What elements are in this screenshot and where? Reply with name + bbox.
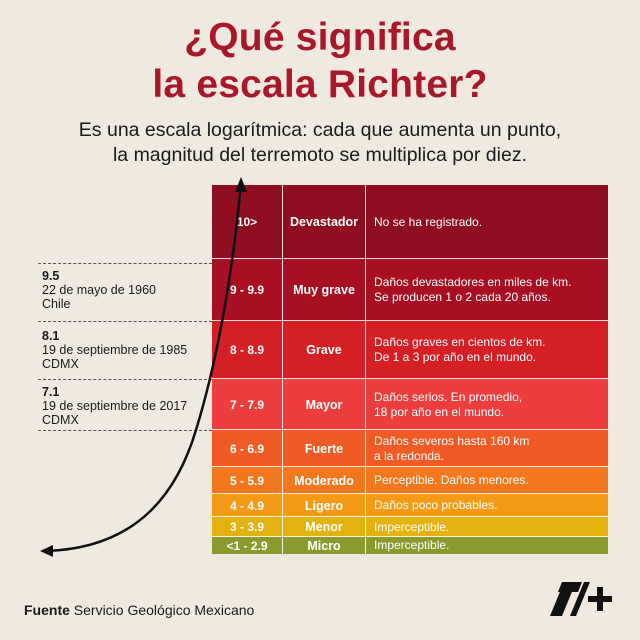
description-line-1: No se ha registrado.: [374, 214, 483, 229]
source-footer: Fuente Servicio Geológico Mexicano: [24, 602, 254, 618]
range-label: <1 - 2.9: [226, 538, 268, 553]
description: Daños devastadores en miles de km. Se pro…: [365, 259, 608, 321]
title-line-1: ¿Qué significa: [184, 16, 456, 59]
subtitle-line-2: la magnitud del terremoto se multiplica …: [112, 144, 528, 166]
range-label: 7 - 7.9: [229, 397, 265, 412]
category-label: Menor: [282, 517, 365, 537]
annotation-date: 19 de septiembre de 1985: [42, 343, 188, 357]
description-line-2: Se producen 1 o 2 cada 20 años.: [374, 290, 551, 304]
scale-row-muy-grave: 9 - 9.9 Muy grave Daños devastadores en …: [212, 259, 608, 321]
description-line-1: Daños devastadores en miles de km.: [374, 275, 572, 289]
range-label: 6 - 6.9: [229, 441, 265, 456]
description: No se ha registrado.: [365, 185, 608, 259]
annotation-date: 19 de septiembre de 2017: [42, 399, 188, 413]
source-text: Servicio Geológico Mexicano: [73, 602, 255, 618]
annotation-place: CDMX: [42, 357, 79, 371]
description: Daños serios. En promedio, 18 por año en …: [365, 379, 608, 430]
description-line-2: De 1 a 3 por año en el mundo.: [374, 350, 537, 364]
description-line-1: Daños severos hasta 160 km: [374, 433, 530, 448]
description: Imperceptible.: [365, 517, 608, 537]
annotation-leader-line: [38, 430, 212, 431]
description-line-1: Daños poco probables.: [374, 498, 498, 512]
category-label: Moderado: [282, 467, 365, 494]
description: Daños severos hasta 160 km a la redonda.: [365, 430, 608, 467]
scale-row-menor: 3 - 3.9 Menor Imperceptible.: [212, 517, 608, 537]
annotation-chile-1960: 9.5 22 de mayo de 1960 Chile: [42, 269, 156, 311]
annotation-cdmx-1985: 8.1 19 de septiembre de 1985 CDMX: [42, 329, 187, 371]
annotation-leader-line: [38, 321, 212, 322]
annotation-magnitude: 9.5: [42, 269, 60, 283]
description-line-1: Imperceptible.: [374, 519, 450, 534]
annotation-cdmx-2017: 7.1 19 de septiembre de 2017 CDMX: [42, 385, 187, 427]
scale-row-fuerte: 6 - 6.9 Fuerte Daños severos hasta 160 k…: [212, 430, 608, 467]
description: Daños graves en cientos de km. De 1 a 3 p…: [365, 321, 608, 379]
annotation-magnitude: 7.1: [42, 385, 60, 399]
range-label: 5 - 5.9: [229, 473, 265, 488]
description-line-1: Daños serios. En promedio,: [374, 389, 523, 404]
annotation-magnitude: 8.1: [42, 329, 60, 343]
category-label: Mayor: [282, 379, 365, 430]
description: Perceptible. Daños menores.: [365, 467, 608, 494]
scale-row-devastador: 10> Devastador No se ha registrado.: [212, 185, 608, 259]
description: Daños poco probables.: [365, 494, 608, 517]
category-label: Devastador: [282, 185, 365, 259]
range-label: 8 - 8.9: [229, 343, 265, 357]
description: Imperceptible.: [365, 537, 608, 554]
scale-row-mayor: 7 - 7.9 Mayor Daños serios. En promedio,…: [212, 379, 608, 430]
description-line-2: a la redonda.: [374, 448, 445, 463]
description-line-1: Daños graves en cientos de km.: [374, 335, 546, 349]
range-label: 3 - 3.9: [229, 520, 265, 534]
scale-row-moderado: 5 - 5.9 Moderado Perceptible. Daños meno…: [212, 467, 608, 494]
description-line-1: Perceptible. Daños menores.: [374, 473, 529, 487]
category-label: Micro: [282, 537, 365, 554]
description-line-2: 18 por año en el mundo.: [374, 404, 505, 419]
description-line-1: Imperceptible.: [374, 538, 450, 552]
source-label: Fuente: [24, 602, 70, 618]
n-plus-logo: [550, 582, 612, 616]
arrow-left-icon: [40, 545, 53, 557]
category-label: Ligero: [282, 494, 365, 517]
scale-row-ligero: 4 - 4.9 Ligero Daños poco probables.: [212, 494, 608, 517]
page-title: ¿Qué significa la escala Richter?: [0, 14, 640, 108]
annotation-date: 22 de mayo de 1960: [42, 283, 156, 297]
range-label: 4 - 4.9: [229, 498, 265, 513]
curve-line: [45, 182, 243, 553]
annotation-place: Chile: [42, 297, 71, 311]
category-label: Muy grave: [282, 259, 365, 321]
scale-row-micro: <1 - 2.9 Micro Imperceptible.: [212, 537, 608, 554]
range-label: 10>: [236, 215, 258, 229]
scale-row-grave: 8 - 8.9 Grave Daños graves en cientos de…: [212, 321, 608, 379]
subtitle: Es una escala logarítmica: cada que aume…: [0, 118, 640, 168]
range-label: 9 - 9.9: [229, 283, 265, 297]
category-label: Grave: [282, 321, 365, 379]
category-label: Fuerte: [282, 430, 365, 467]
title-line-2: la escala Richter?: [152, 63, 488, 106]
arrow-up-icon: [235, 177, 247, 192]
subtitle-line-1: Es una escala logarítmica: cada que aume…: [78, 119, 562, 141]
annotation-place: CDMX: [42, 413, 79, 427]
annotation-leader-line: [38, 379, 212, 380]
annotation-leader-line: [38, 263, 212, 264]
